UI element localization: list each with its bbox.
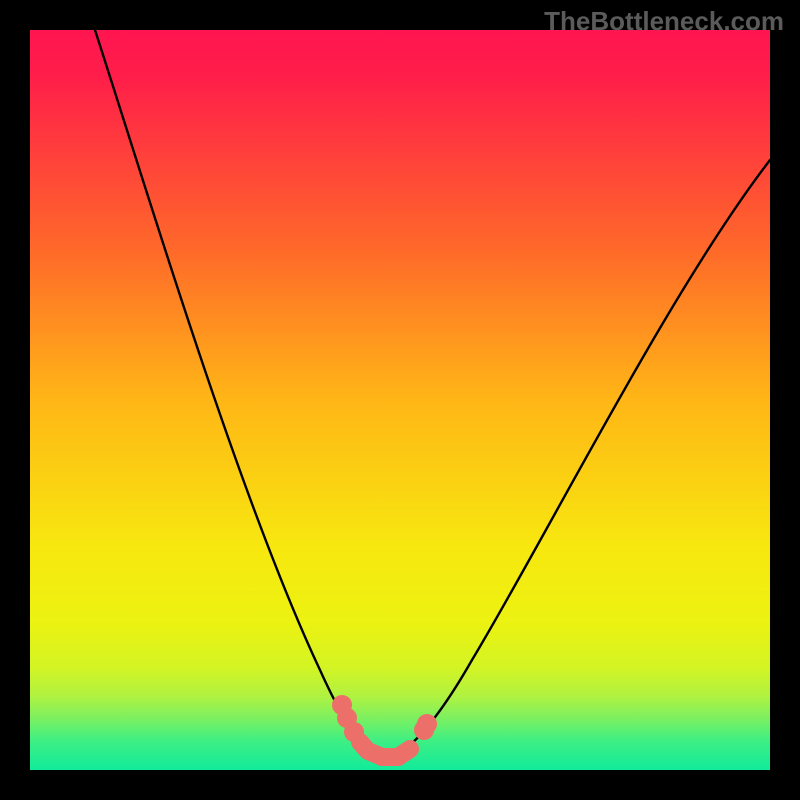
watermark-text: TheBottleneck.com — [544, 6, 784, 37]
marker-segment — [398, 749, 410, 757]
gradient-background — [30, 30, 770, 770]
bottleneck-curve-chart — [30, 30, 770, 770]
marker-point — [417, 714, 437, 734]
chart-container: TheBottleneck.com — [0, 0, 800, 800]
